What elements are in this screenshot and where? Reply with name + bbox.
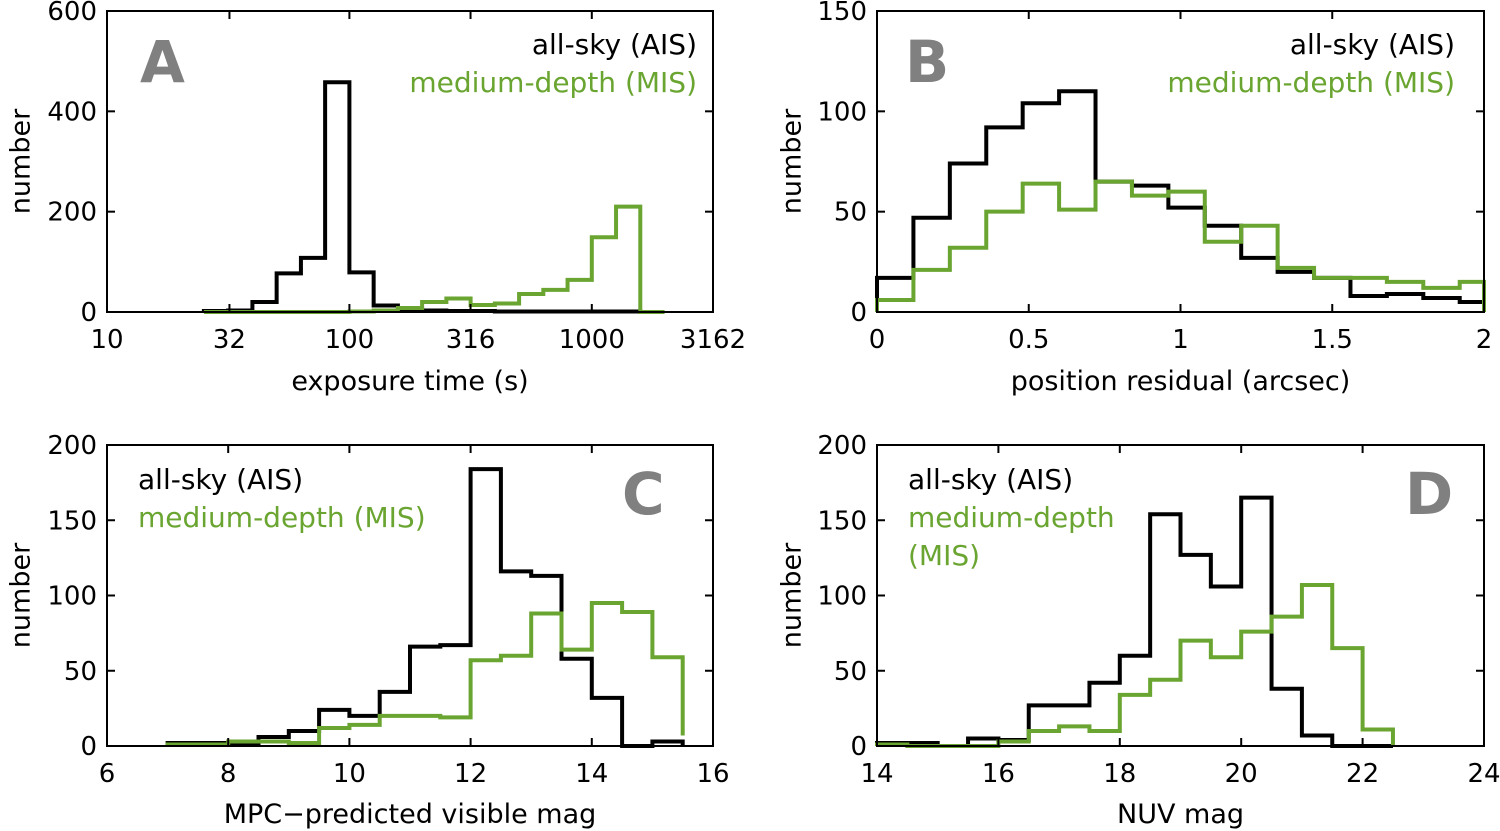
x-tick-label: 8 (220, 759, 237, 789)
y-tick-label: 0 (850, 298, 867, 328)
series-ais-c (165, 467, 685, 748)
panel-d: 14 16 18 20 22 24 0 50 100 150 200 NUV mag number Dal… (777, 431, 1500, 830)
x-tick-label: 14 (575, 759, 608, 789)
x-tick-label: 12 (454, 759, 487, 789)
y-tick-label: 200 (47, 431, 97, 461)
x-axis-label: NUV mag (1117, 799, 1244, 830)
y-tick-label: 200 (817, 431, 867, 461)
series-mis-d (875, 582, 1395, 748)
legend-entry-ais: all-sky (AIS) (908, 463, 1073, 496)
axes-frame (106, 10, 714, 313)
x-tick-label: 14 (860, 759, 893, 789)
x-tick-label: 316 (446, 325, 496, 355)
x-tick-label: 0.5 (1008, 325, 1049, 355)
x-tick-label: 1.5 (1312, 325, 1353, 355)
series-ais-d (875, 495, 1393, 748)
y-axis-label: number (6, 542, 37, 648)
y-tick-label: 50 (834, 657, 867, 687)
series-ais-a (201, 80, 665, 314)
legend-entry-ais: all-sky (AIS) (138, 463, 303, 496)
y-tick-label: 400 (47, 97, 97, 127)
y-tick-label: 200 (47, 198, 97, 228)
x-axis-label: exposure time (s) (291, 366, 528, 397)
y-tick-label: 0 (850, 732, 867, 762)
y-tick-label: 100 (817, 582, 867, 612)
x-tick-label: 22 (1346, 759, 1379, 789)
y-tick-label: 0 (80, 298, 97, 328)
y-axis-label: number (777, 542, 808, 648)
panel-a: 10 32 100 316 1000 3162 0 200 400 600 exposure tim… (6, 0, 747, 397)
panel-letter: A (140, 28, 185, 96)
x-tick-label: 6 (99, 759, 116, 789)
x-tick-label: 10 (333, 759, 366, 789)
series-mis-b (875, 179, 1486, 312)
y-tick-label: 50 (834, 198, 867, 228)
y-tick-label: 150 (47, 506, 97, 536)
x-tick-label: 20 (1225, 759, 1258, 789)
x-tick-label: 18 (1103, 759, 1136, 789)
y-tick-label: 600 (47, 0, 97, 27)
x-tick-label: 1000 (559, 325, 625, 355)
x-tick-label: 10 (90, 325, 123, 355)
panel-c: 6 8 10 12 14 16 0 50 100 150 200 MPC−predicted visi… (6, 431, 730, 830)
x-tick-label: 3162 (680, 325, 746, 355)
y-tick-label: 150 (817, 506, 867, 536)
y-tick-label: 150 (817, 0, 867, 27)
x-tick-label: 0 (869, 325, 886, 355)
y-axis-label: number (777, 108, 808, 214)
panel-letter: D (1405, 460, 1453, 528)
x-tick-label: 1 (1172, 325, 1189, 355)
y-tick-label: 100 (817, 97, 867, 127)
x-axis-label: position residual (arcsec) (1011, 366, 1351, 397)
panel-letter: C (622, 460, 665, 528)
legend-entry-mis: (MIS) (908, 539, 980, 572)
x-tick-label: 2 (1476, 325, 1493, 355)
legend-entry-mis: medium-depth (MIS) (409, 66, 697, 99)
y-tick-label: 0 (80, 732, 97, 762)
series-ais-b (875, 89, 1486, 312)
legend-entry-mis: medium-depth (908, 501, 1115, 534)
legend-entry-mis: medium-depth (MIS) (138, 501, 426, 534)
legend-entry-mis: medium-depth (MIS) (1167, 66, 1455, 99)
legend-entry-ais: all-sky (AIS) (1290, 28, 1455, 61)
panel-letter: B (905, 28, 949, 96)
legend-entry-ais: all-sky (AIS) (532, 28, 697, 61)
series-mis-a (203, 204, 665, 314)
y-axis-label: number (6, 108, 37, 214)
x-tick-label: 100 (325, 325, 375, 355)
x-tick-label: 24 (1467, 759, 1500, 789)
panel-b: 0 0.5 1 1.5 2 0 50 100 150 position residual (arc… (777, 0, 1493, 397)
y-tick-label: 100 (47, 582, 97, 612)
x-tick-label: 16 (696, 759, 729, 789)
x-axis-label: MPC−predicted visible mag (224, 799, 597, 830)
x-tick-label: 16 (982, 759, 1015, 789)
x-tick-label: 32 (213, 325, 246, 355)
y-tick-label: 50 (64, 657, 97, 687)
series-mis-c (165, 601, 685, 747)
